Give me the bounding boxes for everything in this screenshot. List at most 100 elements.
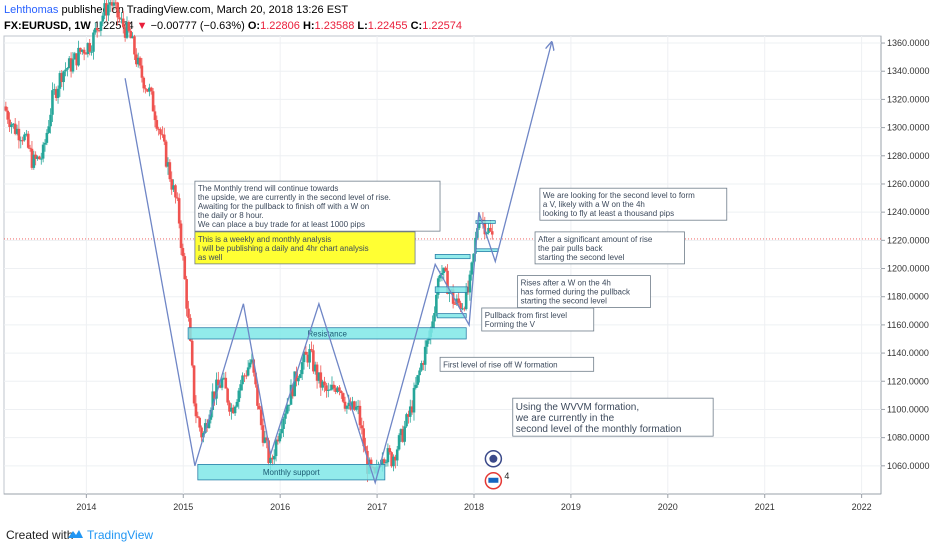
candle-body bbox=[330, 384, 334, 390]
candle-body bbox=[23, 134, 26, 141]
open-value: 1.22806 bbox=[260, 20, 300, 32]
candle-body bbox=[231, 407, 235, 414]
candle-body bbox=[34, 154, 37, 159]
candle-body bbox=[483, 220, 487, 235]
x-tick-label: 2020 bbox=[658, 502, 678, 512]
author-link[interactable]: Lehthomas bbox=[4, 4, 59, 16]
candle-body bbox=[56, 88, 60, 98]
candle-body bbox=[80, 49, 84, 52]
candle-body bbox=[73, 53, 77, 60]
candle-body bbox=[267, 440, 270, 464]
candle-body bbox=[394, 456, 397, 461]
candle-body bbox=[211, 391, 215, 410]
close-label: C: bbox=[410, 20, 423, 32]
annotation-box bbox=[194, 231, 416, 265]
candle-body bbox=[358, 405, 362, 426]
zone-label: Resistance bbox=[307, 329, 347, 338]
x-tick-label: 2019 bbox=[561, 502, 581, 512]
y-tick-label: 1160.0000 bbox=[887, 320, 929, 330]
candle-body bbox=[334, 388, 338, 392]
candle-body bbox=[101, 15, 105, 22]
candle-body bbox=[118, 17, 121, 20]
candle-body bbox=[239, 384, 242, 391]
candle-body bbox=[218, 385, 222, 388]
candle-body bbox=[304, 351, 308, 355]
candle-body bbox=[306, 354, 310, 363]
candle-body bbox=[194, 403, 198, 417]
candle-body bbox=[403, 426, 406, 442]
candle-body bbox=[435, 294, 438, 314]
candle-body bbox=[265, 437, 269, 441]
candle-body bbox=[472, 253, 475, 263]
candle-body bbox=[153, 111, 157, 121]
footer: Created with TradingView bbox=[0, 522, 932, 550]
candle-body bbox=[95, 28, 99, 31]
candle-body bbox=[326, 389, 330, 391]
candle-body bbox=[90, 51, 93, 53]
candle-body bbox=[312, 350, 315, 372]
candle-body bbox=[366, 450, 369, 474]
candle-body bbox=[442, 267, 446, 273]
candle-body bbox=[136, 57, 140, 65]
candle-body bbox=[220, 378, 224, 388]
candle-body bbox=[302, 351, 306, 363]
candle-body bbox=[246, 367, 250, 376]
candle-body bbox=[21, 140, 24, 142]
candle-body bbox=[142, 77, 146, 89]
candle-body bbox=[215, 379, 218, 399]
annotation-text: After a significant amount of rise bbox=[538, 235, 653, 244]
annotation-text: Using the WVVM formation, bbox=[516, 402, 639, 413]
zone-box bbox=[197, 464, 386, 481]
annotation-text: has formed during the pullback bbox=[521, 288, 631, 297]
candle-body bbox=[422, 363, 425, 365]
candle-body bbox=[110, 2, 114, 6]
tradingview-brand-link[interactable]: TradingView bbox=[87, 528, 154, 542]
candle-body bbox=[244, 375, 248, 377]
candle-body bbox=[121, 18, 125, 28]
x-tick-label: 2021 bbox=[755, 502, 775, 512]
y-tick-label: 1140.0000 bbox=[887, 348, 929, 358]
candle-body bbox=[190, 340, 194, 366]
candle-body bbox=[170, 179, 174, 190]
candle-body bbox=[382, 459, 386, 464]
annotation-text: as well bbox=[198, 253, 223, 262]
candle-body bbox=[166, 162, 170, 167]
price-chart[interactable]: 1360.0000 1340.0000 1320.0000 1300.0000 1280… bbox=[0, 0, 932, 522]
candle-body bbox=[390, 452, 393, 467]
down-arrow-icon: ▼ bbox=[136, 20, 148, 32]
publisher-line: Lehthomas published on TradingView.com, … bbox=[4, 4, 348, 16]
candle-body bbox=[144, 88, 147, 90]
candles bbox=[4, 0, 494, 483]
candle-body bbox=[41, 144, 45, 159]
candle-body bbox=[222, 377, 226, 379]
y-tick-label: 1340.0000 bbox=[887, 66, 930, 76]
candle-body bbox=[64, 69, 67, 72]
candle-body bbox=[317, 372, 321, 381]
zone-box bbox=[187, 327, 467, 340]
candle-body bbox=[54, 89, 58, 98]
high-value: 1.23588 bbox=[314, 20, 355, 32]
candle-body bbox=[250, 359, 254, 363]
candle-body bbox=[151, 91, 155, 112]
candle-body bbox=[282, 418, 285, 429]
candle-body bbox=[203, 423, 207, 434]
candle-body bbox=[192, 365, 196, 404]
candle-body bbox=[133, 36, 136, 55]
x-tick-label: 2015 bbox=[173, 502, 193, 512]
candle-body bbox=[463, 308, 466, 310]
candle-body bbox=[155, 120, 159, 129]
candle-body bbox=[38, 156, 41, 160]
candle-body bbox=[131, 36, 134, 39]
y-tick-label: 1120.0000 bbox=[887, 376, 929, 386]
candle-body bbox=[297, 377, 300, 382]
candle-body bbox=[325, 385, 328, 391]
candle-body bbox=[47, 126, 51, 133]
flag-stripe bbox=[488, 477, 499, 483]
candle-body bbox=[457, 298, 461, 303]
annotation-text: We are looking for the second level to f… bbox=[543, 191, 695, 200]
annotation-box bbox=[194, 180, 441, 232]
annotation-box bbox=[481, 307, 595, 332]
candle-body bbox=[392, 456, 395, 467]
